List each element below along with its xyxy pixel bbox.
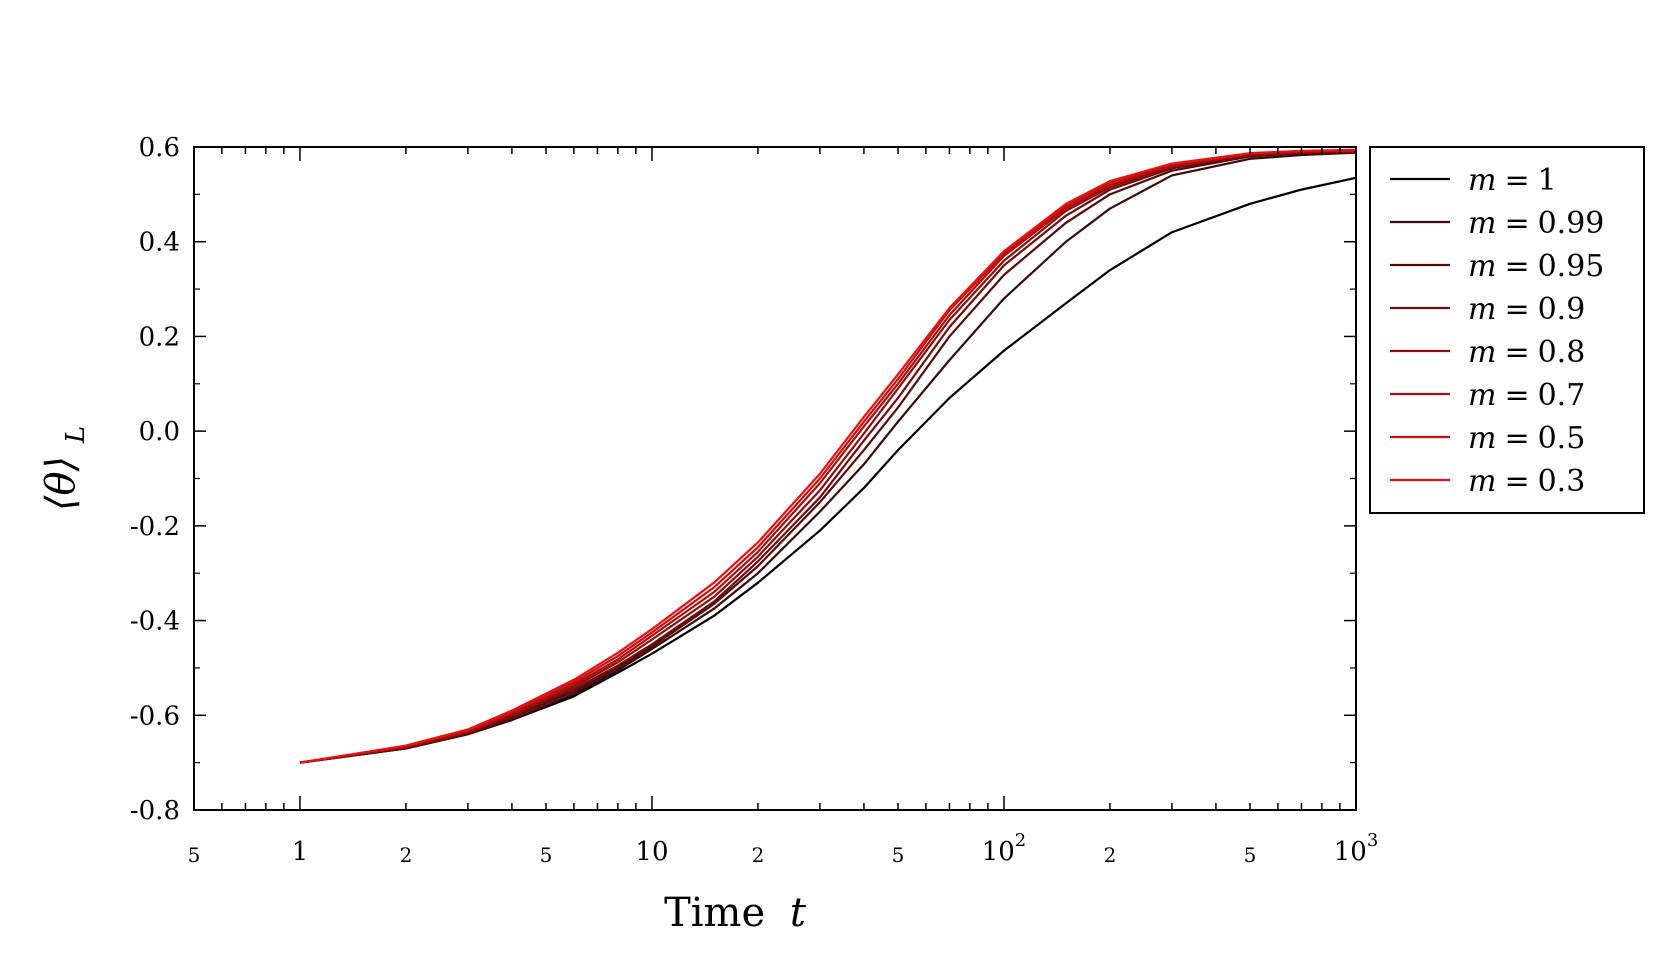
legend-entry-4: m = 0.8 <box>1468 335 1585 370</box>
legend-value: 0.8 <box>1538 335 1586 370</box>
y-tick-label: -0.2 <box>130 512 180 542</box>
x-minor-tick-label: 5 <box>540 843 553 867</box>
legend-value: 0.99 <box>1538 206 1605 241</box>
x-minor-tick-label: 5 <box>188 843 201 867</box>
series-line-7 <box>299 148 1357 764</box>
y-tick-label: -0.8 <box>130 796 180 826</box>
x-tick-label-base: 10 <box>1334 837 1367 867</box>
legend-value: 0.95 <box>1538 249 1605 284</box>
y-axis-label: ⟨θ⟩ L <box>38 426 91 511</box>
legend-eq: = <box>1504 464 1529 499</box>
legend-entry-7: m = 0.3 <box>1468 464 1585 499</box>
x-tick-label-exp: 3 <box>1367 830 1378 851</box>
ticks-layer <box>193 146 1356 811</box>
series-line-4 <box>299 150 1357 764</box>
x-minor-tick-label: 2 <box>752 843 765 867</box>
legend-entry-2: m = 0.95 <box>1468 249 1604 284</box>
legend-eq: = <box>1504 335 1529 370</box>
legend-var: m <box>1468 249 1496 284</box>
legend-entry-3: m = 0.9 <box>1468 292 1585 327</box>
y-axis-label-sub: L <box>61 426 91 444</box>
x-axis-label: Time t <box>664 890 807 936</box>
legend-value: 0.3 <box>1538 464 1586 499</box>
y-tick-label: 0.4 <box>139 228 180 258</box>
legend-var: m <box>1468 206 1496 241</box>
legend-eq: = <box>1504 249 1529 284</box>
legend-value: 1 <box>1538 163 1557 198</box>
x-tick-label: 103 <box>1334 830 1379 867</box>
series-line-1 <box>299 151 1357 764</box>
legend-value: 0.9 <box>1538 292 1586 327</box>
series-layer <box>299 148 1357 764</box>
x-tick-label-exp: 2 <box>1015 830 1026 851</box>
legend-entry-5: m = 0.7 <box>1468 378 1585 413</box>
series-line-5 <box>299 149 1357 764</box>
legend: m = 1m = 0.99m = 0.95m = 0.9m = 0.8m = 0.7m = 0.5m = 0.3 <box>1369 146 1645 514</box>
legend-entry-1: m = 0.99 <box>1468 206 1604 241</box>
x-minor-tick-label: 5 <box>892 843 905 867</box>
legend-eq: = <box>1504 421 1529 456</box>
x-minor-tick-label: 2 <box>1104 843 1117 867</box>
legend-entry-0: m = 1 <box>1468 163 1557 198</box>
y-tick-label: 0.6 <box>139 133 180 163</box>
legend-var: m <box>1468 335 1496 370</box>
legend-box <box>1369 146 1645 514</box>
legend-var: m <box>1468 292 1496 327</box>
legend-eq: = <box>1504 163 1529 198</box>
legend-entry-6: m = 0.5 <box>1468 421 1585 456</box>
y-tick-label: 0.2 <box>139 322 180 352</box>
y-axis-label-main: ⟨θ⟩ <box>38 456 84 511</box>
legend-var: m <box>1468 421 1496 456</box>
x-minor-tick-label: 5 <box>1244 843 1257 867</box>
x-tick-label: 102 <box>982 830 1027 867</box>
x-tick-label: 1 <box>292 837 309 867</box>
y-tick-label: -0.6 <box>130 701 180 731</box>
svg-text:⟨θ⟩ L: ⟨θ⟩ L <box>38 426 91 511</box>
legend-value: 0.7 <box>1538 378 1586 413</box>
legend-var: m <box>1468 378 1496 413</box>
x-tick-label: 10 <box>635 837 668 867</box>
y-tick-label: -0.4 <box>130 607 180 637</box>
legend-var: m <box>1468 163 1496 198</box>
legend-var: m <box>1468 464 1496 499</box>
x-axis-label-text: Time <box>664 890 765 936</box>
legend-eq: = <box>1504 292 1529 327</box>
legend-value: 0.5 <box>1538 421 1586 456</box>
legend-eq: = <box>1504 206 1529 241</box>
legend-eq: = <box>1504 378 1529 413</box>
series-line-3 <box>299 150 1357 764</box>
x-tick-label-base: 10 <box>982 837 1015 867</box>
y-tick-label: 0.0 <box>139 417 180 447</box>
x-minor-tick-label: 2 <box>400 843 413 867</box>
x-axis-label-var: t <box>790 890 807 936</box>
